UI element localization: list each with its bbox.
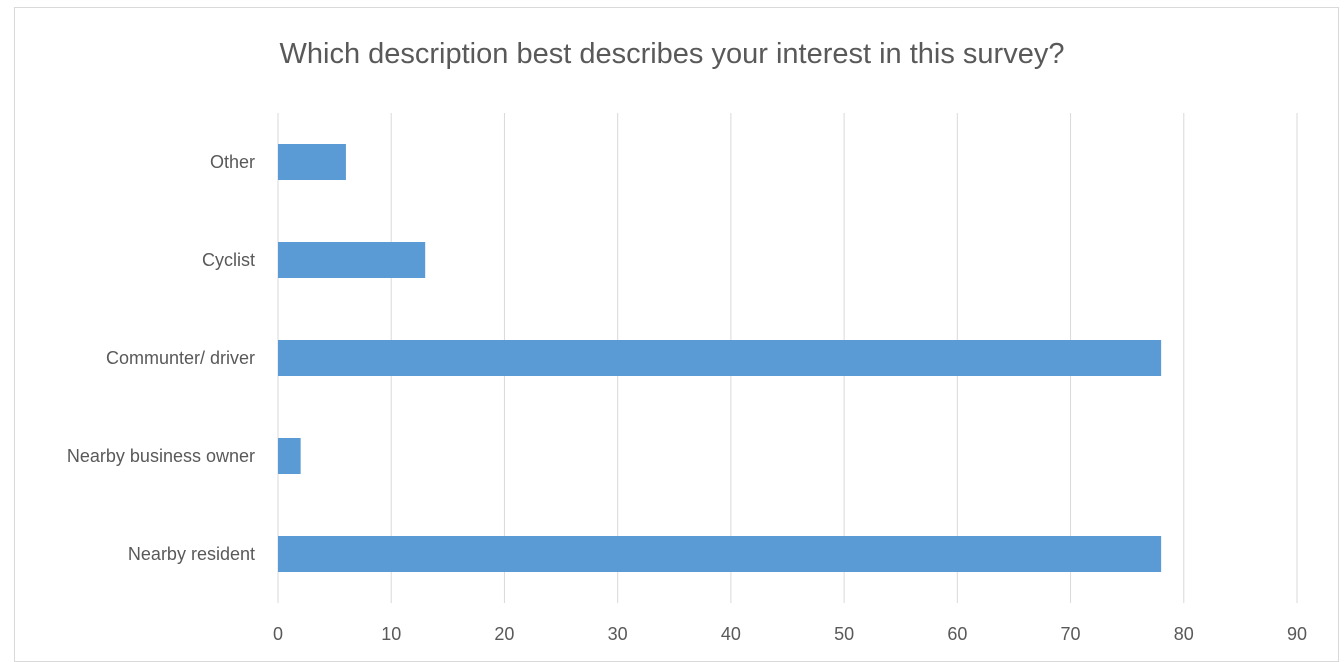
category-label: Communter/ driver [106, 348, 255, 368]
category-labels: Nearby resident Nearby business owner Comm… [67, 152, 255, 564]
x-tick-label: 60 [947, 624, 967, 644]
chart-title: Which description best describes your in… [279, 38, 1065, 70]
x-tick-label: 10 [381, 624, 401, 644]
x-tick-label: 80 [1174, 624, 1194, 644]
x-tick-labels: 0 10 20 30 40 50 60 70 80 90 [273, 624, 1307, 644]
bar [278, 242, 426, 278]
x-tick-label: 90 [1287, 624, 1307, 644]
category-label: Nearby resident [128, 544, 255, 564]
x-tick-label: 20 [494, 624, 514, 644]
x-tick-label: 0 [273, 624, 283, 644]
category-label: Nearby business owner [67, 446, 255, 466]
x-tick-label: 30 [608, 624, 628, 644]
bar [278, 144, 346, 180]
category-label: Cyclist [202, 250, 255, 270]
x-tick-label: 50 [834, 624, 854, 644]
x-tick-label: 70 [1061, 624, 1081, 644]
bar [278, 438, 301, 474]
bars [278, 144, 1162, 572]
x-tick-label: 40 [721, 624, 741, 644]
category-label: Other [210, 152, 255, 172]
bar [278, 340, 1162, 376]
bar [278, 536, 1162, 572]
